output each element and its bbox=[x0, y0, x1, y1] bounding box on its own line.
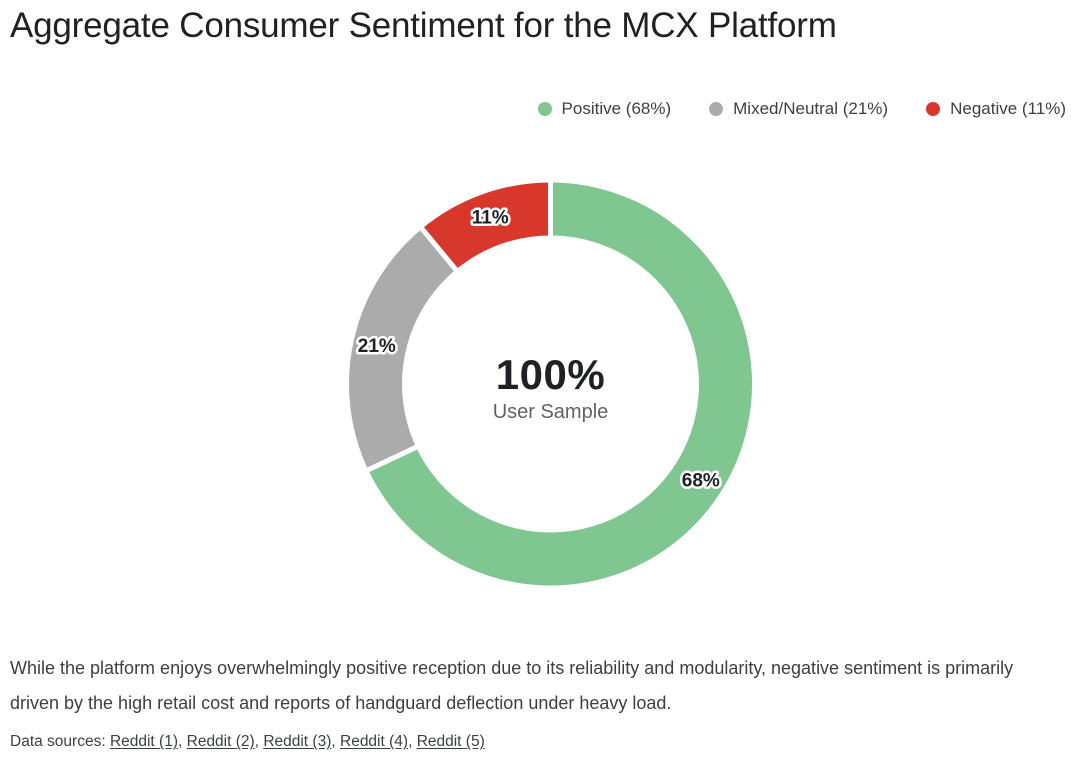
source-link-reddit-1[interactable]: Reddit (1) bbox=[109, 733, 178, 750]
legend-dot-positive bbox=[537, 102, 552, 116]
source-link-reddit-2[interactable]: Reddit (2) bbox=[186, 733, 255, 750]
donut-center-label: User Sample bbox=[493, 401, 609, 423]
donut-slice-negative bbox=[416, 177, 553, 276]
legend-item-negative: Negative (11%) bbox=[926, 99, 1066, 119]
slice-label-negative: 11% bbox=[472, 208, 509, 229]
data-sources-prefix: Data sources: bbox=[10, 733, 110, 750]
legend-item-positive: Positive (68%) bbox=[537, 99, 672, 119]
donut-slice-positive bbox=[362, 177, 757, 591]
source-link-reddit-4[interactable]: Reddit (4) bbox=[340, 733, 409, 750]
legend-label-mixed-neutral: Mixed/Neutral (21%) bbox=[733, 99, 889, 118]
legend-dot-mixed-neutral bbox=[709, 102, 724, 116]
source-link-reddit-5[interactable]: Reddit (5) bbox=[416, 733, 485, 750]
legend-label-negative: Negative (11%) bbox=[950, 99, 1066, 118]
donut-center-value: 100% bbox=[496, 351, 605, 398]
slice-label-mixed-neutral: 21% bbox=[358, 336, 396, 357]
legend-dot-negative bbox=[926, 102, 941, 116]
slice-label-positive: 68% bbox=[682, 470, 720, 491]
donut-slice-labels: 68% 21% 11% bbox=[355, 205, 722, 494]
legend-item-mixed-neutral: Mixed/Neutral (21%) bbox=[709, 99, 888, 119]
legend-label-positive: Positive (68%) bbox=[561, 99, 672, 118]
donut-chart: 68% 21% 11% 100% User Sample bbox=[344, 177, 757, 591]
data-sources: Data sources: Reddit (1), Reddit (2), Re… bbox=[10, 733, 485, 750]
page-title: Aggregate Consumer Sentiment for the MCX… bbox=[10, 6, 837, 45]
source-link-reddit-3[interactable]: Reddit (3) bbox=[263, 733, 332, 750]
donut-chart-container: 68% 21% 11% 100% User Sample bbox=[0, 150, 1082, 630]
summary-text: While the platform enjoys overwhelmingly… bbox=[10, 658, 1014, 713]
chart-legend: Positive (68%) Mixed/Neutral (21%) Negativ… bbox=[537, 99, 1066, 119]
donut-slices bbox=[344, 177, 757, 591]
